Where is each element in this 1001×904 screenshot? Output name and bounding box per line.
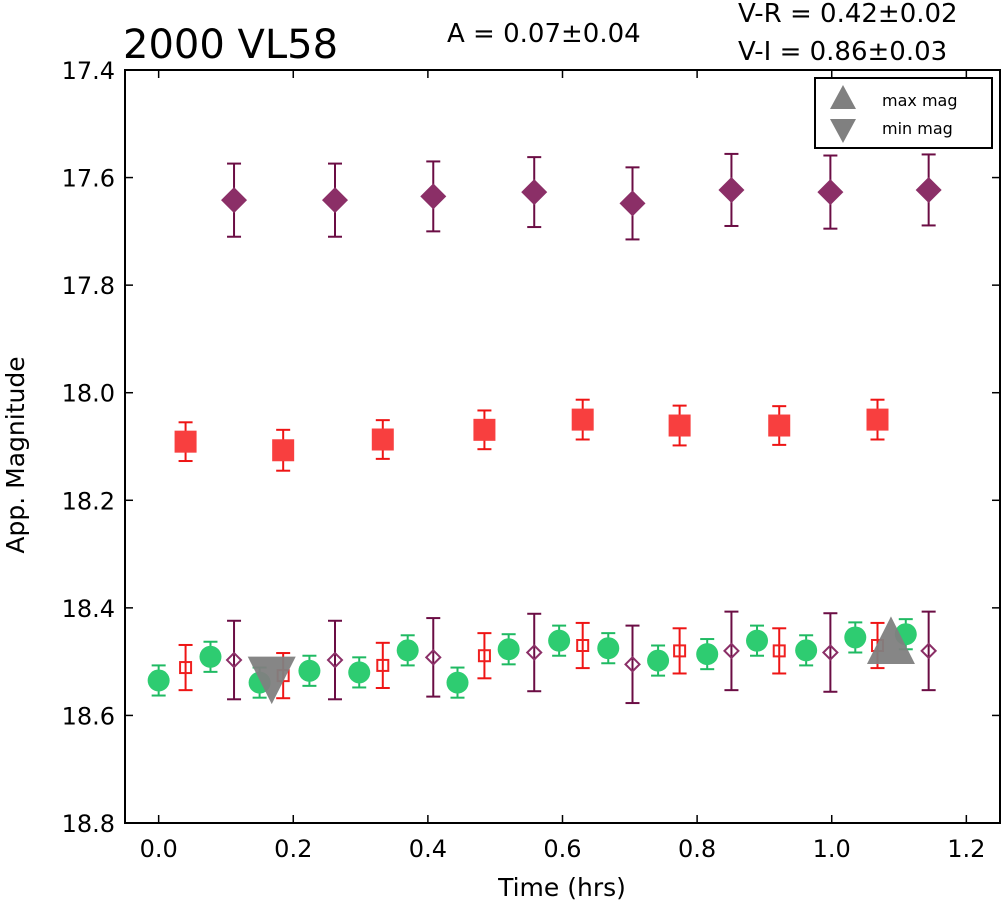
amplitude-label: A = 0.07±0.04 (447, 19, 641, 49)
data-point (576, 639, 590, 653)
y-tick-label: 18.2 (62, 487, 115, 515)
y-tick-label: 18.6 (62, 702, 115, 730)
series-diamond-open (225, 610, 938, 705)
data-point (477, 649, 491, 663)
x-tick-label: 0.6 (543, 835, 581, 863)
legend-max-mag-icon (830, 85, 856, 109)
data-point (571, 408, 594, 431)
y-tick-label: 17.6 (62, 165, 115, 193)
data-point (718, 176, 745, 203)
data-point (199, 645, 222, 668)
x-tick-label: 0.2 (274, 835, 312, 863)
y-tick-label: 18.8 (62, 810, 115, 838)
data-point (696, 643, 719, 666)
x-tick-label: 0.4 (409, 835, 447, 863)
data-point (424, 648, 442, 666)
data-point (548, 629, 571, 652)
x-tick-label: 0.8 (678, 835, 716, 863)
plot-frame (124, 69, 1001, 824)
data-point (298, 659, 321, 682)
y-tick-label: 17.8 (62, 272, 115, 300)
series-square-open (178, 621, 885, 700)
data-point (272, 439, 295, 462)
data-point (619, 190, 646, 217)
data-point (174, 430, 197, 453)
data-point (179, 661, 193, 675)
legend: max mag min mag (814, 77, 993, 149)
data-point (723, 642, 740, 660)
x-axis: 0.0 0.2 0.4 0.6 0.8 1.0 1.2 (140, 70, 985, 863)
y-tick-label: 18.0 (62, 380, 115, 408)
data-point (920, 642, 938, 660)
data-point (844, 626, 867, 649)
v-r-color-label: V-R = 0.42±0.02 (738, 0, 958, 29)
x-tick-label: 1.0 (813, 835, 851, 863)
v-i-color-label: V-I = 0.86±0.03 (738, 37, 947, 67)
y-tick-label: 17.4 (62, 57, 115, 85)
data-point (768, 414, 791, 437)
data-point (746, 629, 769, 652)
data-point (668, 414, 691, 437)
data-point (597, 637, 620, 660)
data-point (624, 655, 641, 673)
y-axis-label: App. Magnitude (1, 356, 30, 553)
data-point (473, 418, 496, 441)
x-axis-label: Time (hrs) (497, 873, 626, 902)
data-point (147, 669, 170, 692)
series-square-filled (174, 398, 889, 472)
data-point (396, 639, 419, 662)
legend-label: min mag (882, 119, 953, 138)
min-mag-marker (247, 656, 296, 705)
data-point (376, 658, 390, 672)
data-point (497, 638, 520, 661)
data-point (795, 639, 818, 662)
y-tick-label: 18.4 (62, 595, 115, 623)
data-point (525, 644, 543, 661)
data-point (866, 408, 889, 431)
x-tick-label: 1.2 (947, 835, 985, 863)
data-point (322, 187, 348, 214)
series-diamond-filled (221, 152, 942, 241)
data-point (821, 644, 839, 661)
data-point (772, 644, 786, 658)
data-point (446, 671, 469, 694)
chart-title: 2000 VL58 (123, 22, 338, 68)
data-point (673, 644, 687, 658)
data-point (326, 651, 344, 669)
data-point (348, 661, 371, 684)
data-point (221, 187, 248, 214)
data-point (420, 183, 447, 210)
data-point (817, 179, 844, 206)
data-point (647, 649, 670, 672)
data-point (371, 428, 394, 451)
data-point (225, 651, 243, 669)
plot-marks (147, 152, 942, 705)
y-axis: 17.4 17.6 17.8 18.0 18.2 18.4 18.6 18.8 (62, 57, 1000, 838)
x-tick-label: 0.0 (140, 835, 178, 863)
legend-min-mag-icon (830, 119, 856, 143)
series-circle-filled (147, 618, 917, 699)
data-point (521, 179, 548, 206)
max-mag-marker (866, 616, 915, 665)
legend-label: max mag (882, 91, 958, 110)
data-point (915, 176, 942, 203)
